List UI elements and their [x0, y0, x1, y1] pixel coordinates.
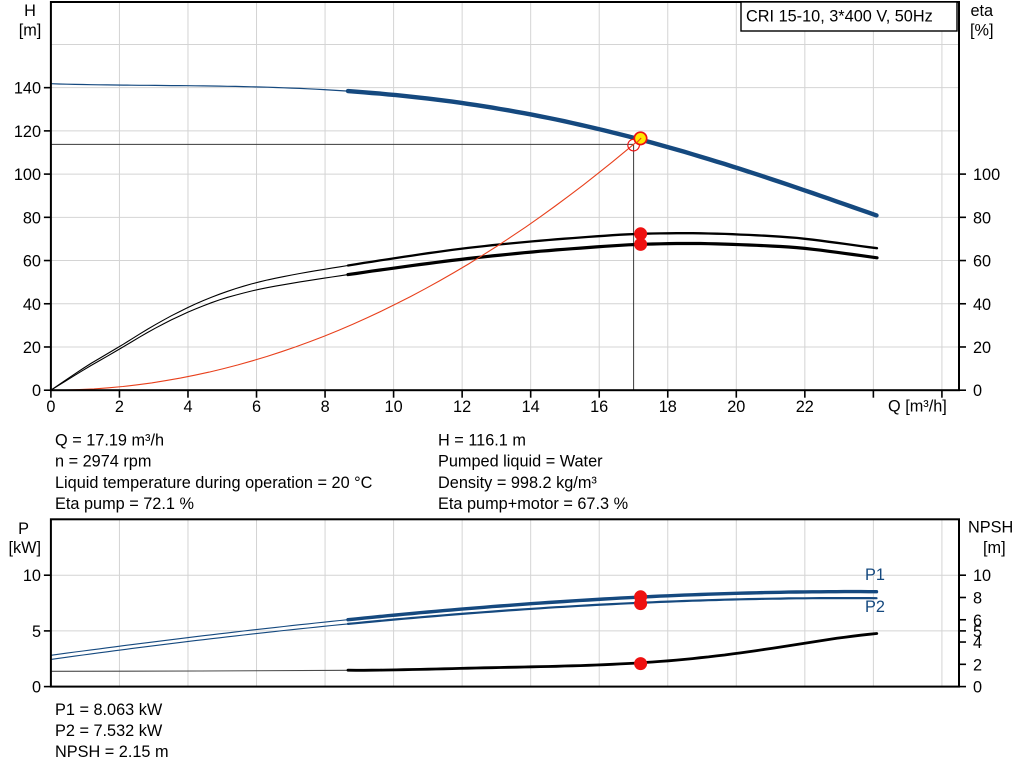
svg-text:12: 12: [453, 398, 471, 416]
svg-text:P2 = 7.532 kW: P2 = 7.532 kW: [55, 722, 163, 740]
svg-text:P1 = 8.063 kW: P1 = 8.063 kW: [55, 701, 163, 719]
svg-text:120: 120: [14, 123, 41, 141]
svg-text:Eta pump+motor = 67.3 %: Eta pump+motor = 67.3 %: [438, 495, 628, 513]
svg-text:8: 8: [321, 398, 330, 416]
svg-text:80: 80: [973, 209, 991, 227]
svg-text:[%]: [%]: [970, 22, 994, 40]
svg-text:40: 40: [23, 296, 41, 314]
svg-text:H = 116.1 m: H = 116.1 m: [438, 431, 526, 449]
svg-text:0: 0: [32, 382, 41, 400]
svg-text:60: 60: [973, 253, 991, 271]
svg-text:Liquid temperature during oper: Liquid temperature during operation = 20…: [55, 474, 373, 492]
svg-text:5: 5: [32, 623, 41, 641]
svg-text:0: 0: [973, 679, 982, 697]
svg-text:2: 2: [973, 656, 982, 674]
svg-text:CRI 15-10, 3*400 V, 50Hz: CRI 15-10, 3*400 V, 50Hz: [746, 7, 933, 25]
svg-text:Q [m³/h]: Q [m³/h]: [888, 398, 947, 416]
svg-text:NPSH = 2.15 m: NPSH = 2.15 m: [55, 743, 169, 761]
svg-text:100: 100: [973, 166, 1000, 184]
svg-text:Density = 998.2 kg/m³: Density = 998.2 kg/m³: [438, 474, 597, 492]
svg-text:60: 60: [23, 253, 41, 271]
svg-text:P2: P2: [865, 598, 885, 616]
svg-text:Q = 17.19 m³/h: Q = 17.19 m³/h: [55, 431, 164, 449]
svg-text:16: 16: [590, 398, 608, 416]
svg-text:4: 4: [183, 398, 192, 416]
svg-text:P1: P1: [865, 566, 885, 584]
svg-text:Eta pump = 72.1 %: Eta pump = 72.1 %: [55, 495, 194, 513]
svg-text:20: 20: [727, 398, 745, 416]
svg-text:22: 22: [796, 398, 814, 416]
svg-text:0: 0: [973, 382, 982, 400]
svg-text:10: 10: [23, 567, 41, 585]
svg-text:20: 20: [23, 339, 41, 357]
svg-text:8: 8: [973, 590, 982, 608]
svg-text:0: 0: [46, 398, 55, 416]
svg-text:2: 2: [115, 398, 124, 416]
svg-text:6: 6: [973, 612, 982, 630]
svg-text:18: 18: [659, 398, 677, 416]
svg-text:100: 100: [14, 166, 41, 184]
svg-text:P: P: [18, 520, 29, 538]
svg-text:[kW]: [kW]: [8, 539, 41, 557]
svg-text:eta: eta: [970, 2, 994, 20]
svg-text:5: 5: [973, 623, 982, 641]
svg-text:[m]: [m]: [19, 22, 42, 40]
svg-text:10: 10: [385, 398, 403, 416]
svg-text:4: 4: [973, 634, 982, 652]
svg-text:0: 0: [32, 679, 41, 697]
svg-text:[m]: [m]: [983, 539, 1006, 557]
svg-text:10: 10: [973, 567, 991, 585]
svg-text:140: 140: [14, 80, 41, 98]
svg-text:n = 2974 rpm: n = 2974 rpm: [55, 453, 151, 471]
svg-text:20: 20: [973, 339, 991, 357]
svg-text:14: 14: [522, 398, 540, 416]
svg-text:H: H: [24, 2, 36, 20]
svg-text:6: 6: [252, 398, 261, 416]
svg-text:Pumped liquid = Water: Pumped liquid = Water: [438, 453, 603, 471]
svg-text:80: 80: [23, 209, 41, 227]
svg-text:NPSH: NPSH: [968, 519, 1013, 537]
svg-text:40: 40: [973, 296, 991, 314]
